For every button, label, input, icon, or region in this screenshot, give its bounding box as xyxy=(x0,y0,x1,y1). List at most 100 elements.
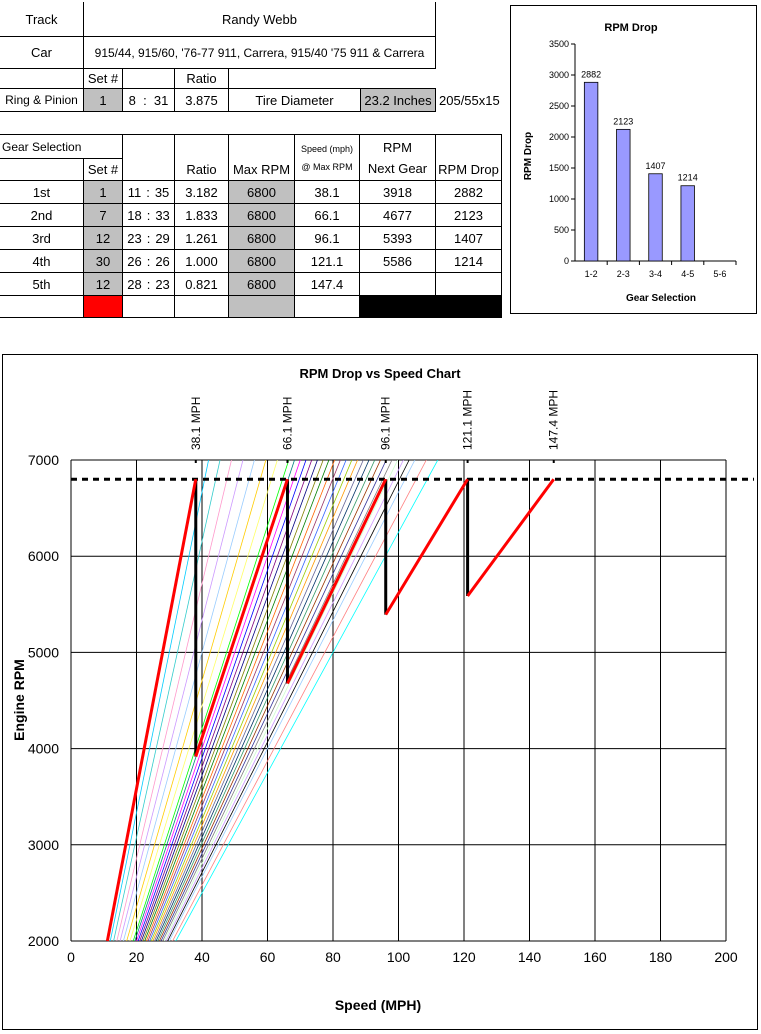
gear-next: 5393 xyxy=(360,226,436,249)
bar xyxy=(583,81,599,262)
gear-teeth-colon: : xyxy=(146,230,151,246)
rp-set-input[interactable]: 1 xyxy=(84,88,123,112)
bar-data-label: 1214 xyxy=(678,173,698,183)
tire-size: 205/55x15 xyxy=(439,92,500,108)
bar xyxy=(648,173,663,262)
gear-rpm-segment xyxy=(466,478,555,597)
bar-chart-title: RPM Drop xyxy=(604,22,657,34)
y-tick-label: 4000 xyxy=(28,741,59,757)
gear-max[interactable]: 6800 xyxy=(229,226,295,249)
gear-teeth: 28:23 xyxy=(123,272,175,295)
bar-data-label: 1407 xyxy=(645,161,665,171)
gear-set[interactable]: 12 xyxy=(84,272,123,295)
bar-y-tick-label: 500 xyxy=(554,225,569,235)
gear-drop: 2882 xyxy=(436,180,502,203)
x-tick-label: 180 xyxy=(649,949,673,965)
gear-ratio-line xyxy=(142,460,324,941)
shift-speed-label: 66.1 MPH xyxy=(280,397,294,450)
gear-drop xyxy=(436,272,502,295)
blank xyxy=(123,134,175,158)
rpm-drop-chart: RPM Drop RPM Drop Gear Selection 0 500 100… xyxy=(523,22,737,304)
gear-ratio-line xyxy=(113,460,221,941)
car-label: Car xyxy=(0,36,84,68)
x-tick-label: 120 xyxy=(452,949,476,965)
gear-set[interactable]: 7 xyxy=(84,203,123,226)
x-tick-label: 140 xyxy=(518,949,542,965)
blank xyxy=(0,68,84,88)
gear-ratio-line xyxy=(149,460,347,941)
blank xyxy=(229,68,436,88)
blank xyxy=(123,295,175,318)
gear-set[interactable]: 1 xyxy=(84,180,123,203)
bar-category-label: 2-3 xyxy=(617,269,630,279)
gear-name: 4th xyxy=(0,249,84,272)
shift-speed-label: 96.1 MPH xyxy=(379,397,393,450)
rp-colon: : xyxy=(143,92,147,108)
gear-max[interactable]: 6800 xyxy=(229,203,295,226)
col-drop: RPM Drop xyxy=(436,134,502,180)
gear-next: 4677 xyxy=(360,203,436,226)
gear-max[interactable]: 6800 xyxy=(229,180,295,203)
car-value[interactable]: 915/44, 915/60, '76-77 911, Carrera, 915… xyxy=(84,36,436,68)
gear-teeth-colon: : xyxy=(146,276,151,292)
gear-rpm-segment xyxy=(194,478,289,757)
shift-speed-label: 38.1 MPH xyxy=(189,397,203,450)
gear-ratio: 0.821 xyxy=(175,272,229,295)
blank xyxy=(123,158,175,180)
tire-diameter-input[interactable]: 23.2 Inches xyxy=(360,88,436,112)
gear-name: 5th xyxy=(0,272,84,295)
bar-y-tick-label: 1000 xyxy=(549,194,569,204)
gear-set[interactable]: 30 xyxy=(84,249,123,272)
gear-ratio-line xyxy=(168,460,416,941)
tire-label: Tire Diameter xyxy=(229,88,360,112)
gear-ratio-line xyxy=(139,460,313,941)
gear-teeth-b: 35 xyxy=(154,184,170,200)
gear-set[interactable]: 12 xyxy=(84,226,123,249)
shift-speed-label: 147.4 MPH xyxy=(547,390,561,450)
gear-name: 3rd xyxy=(0,226,84,249)
gear-teeth-a: 11 xyxy=(127,184,142,200)
gear-ratio-line xyxy=(165,460,404,941)
bar-y-tick-label: 3500 xyxy=(549,39,569,49)
gear-max[interactable]: 6800 xyxy=(229,249,295,272)
gear-ratio-line xyxy=(163,460,399,941)
col-speed-1: Speed (mph) xyxy=(300,143,354,154)
gear-ratio-line xyxy=(141,460,318,941)
gear-rpm-segment xyxy=(105,478,198,942)
gear-teeth-a: 23 xyxy=(127,230,142,246)
track-value[interactable]: Randy Webb xyxy=(84,2,436,36)
rp-teeth-b: 31 xyxy=(153,92,169,108)
gear-ratio-line xyxy=(167,460,410,941)
bar-y-tick-label: 0 xyxy=(564,256,569,266)
gear-ratio-line xyxy=(132,460,290,941)
col-speed: Speed (mph) @ Max RPM xyxy=(295,134,360,180)
gear-drop: 2123 xyxy=(436,203,502,226)
gear-spreadsheet: Track Randy Webb Car 915/44, 915/60, '76… xyxy=(0,0,505,320)
bar-category-label: 5-6 xyxy=(713,269,726,279)
ring-pinion-label: Ring & Pinion xyxy=(0,88,84,112)
bar-data-label: 2882 xyxy=(581,69,601,79)
x-tick-label: 40 xyxy=(194,949,210,965)
line-chart-title: RPM Drop vs Speed Chart xyxy=(299,366,461,381)
bar xyxy=(680,185,695,262)
bar-chart-xlabel: Gear Selection xyxy=(626,293,696,304)
gear-name: 2nd xyxy=(0,203,84,226)
gear-ratio-line xyxy=(155,460,370,941)
rp-teeth-a: 8 xyxy=(128,92,136,108)
gear-drop: 1214 xyxy=(436,249,502,272)
y-tick-label: 7000 xyxy=(28,452,59,468)
gear-speed: 38.1 xyxy=(295,180,360,203)
gear-teeth-b: 29 xyxy=(155,230,170,246)
gear-ratio-line xyxy=(109,460,209,941)
bar-y-tick-label: 2000 xyxy=(549,132,569,142)
gear-ratio-line xyxy=(162,460,393,941)
bar-category-label: 4-5 xyxy=(681,269,694,279)
red-indicator xyxy=(84,295,123,318)
bar-chart-ylabel: RPM Drop xyxy=(523,132,534,180)
rpm-speed-chart: RPM Drop vs Speed Chart Speed (MPH) Engi… xyxy=(11,366,754,1013)
gear-max[interactable]: 6800 xyxy=(229,272,295,295)
gear-selection-label: Gear Selection xyxy=(0,134,123,158)
x-tick-label: 200 xyxy=(714,949,738,965)
gear-ratio-line xyxy=(150,460,353,941)
bar-y-tick-label: 1500 xyxy=(549,163,569,173)
